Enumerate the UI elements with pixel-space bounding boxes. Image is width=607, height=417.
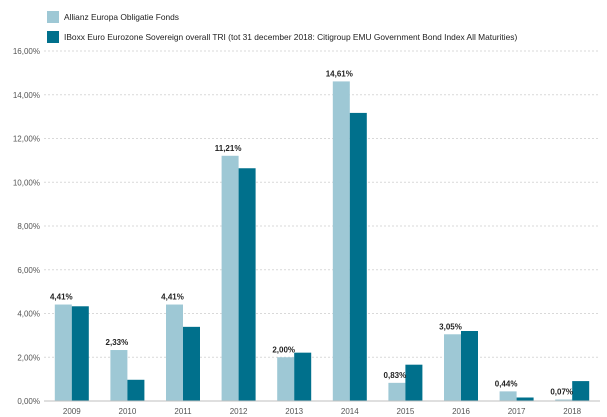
bar-series-1 bbox=[444, 334, 461, 401]
x-tick-label: 2014 bbox=[341, 407, 359, 416]
data-label: 11,21% bbox=[215, 144, 242, 153]
y-tick-label: 6,00% bbox=[17, 266, 40, 275]
bars bbox=[54, 81, 590, 401]
y-tick-label: 2,00% bbox=[17, 353, 40, 362]
legend-entry-series-2: IBoxx Euro Eurozone Sovereign overall TR… bbox=[47, 31, 517, 43]
x-tick-label: 2018 bbox=[563, 407, 581, 416]
bar-series-1 bbox=[166, 304, 183, 401]
y-tick-label: 8,00% bbox=[17, 222, 40, 231]
bar-series-1 bbox=[499, 391, 517, 401]
x-axis-tick-labels: 2009 2010 2011 2012 2013 2014 2015 2016 2017 2018 bbox=[63, 407, 582, 416]
data-label: 3,05% bbox=[439, 322, 462, 331]
legend-swatch-series-1 bbox=[47, 11, 59, 23]
data-label: 14,61% bbox=[326, 69, 353, 78]
data-label: 4,41% bbox=[50, 293, 73, 302]
gridlines bbox=[44, 50, 600, 358]
y-tick-label: 4,00% bbox=[17, 310, 40, 319]
bar-series-1 bbox=[555, 399, 573, 401]
bar-series-2 bbox=[516, 397, 534, 401]
x-tick-label: 2009 bbox=[63, 407, 81, 416]
x-tick-label: 2017 bbox=[508, 407, 526, 416]
bar-series-1 bbox=[277, 357, 295, 401]
bar-series-2 bbox=[238, 168, 256, 401]
bar-series-2 bbox=[572, 381, 590, 401]
x-tick-label: 2015 bbox=[397, 407, 415, 416]
y-tick-label: 10,00% bbox=[13, 178, 40, 187]
y-axis-tick-labels: 0,00% 2,00% 4,00% 6,00% 8,00% 10,00% 12,00% 14,… bbox=[13, 47, 40, 406]
bar-series-1 bbox=[332, 81, 350, 401]
bar-series-1 bbox=[388, 382, 406, 401]
bar-series-2 bbox=[294, 352, 312, 401]
bar-series-1 bbox=[110, 350, 128, 401]
x-tick-label: 2012 bbox=[230, 407, 248, 416]
y-tick-label: 14,00% bbox=[13, 91, 40, 100]
x-tick-label: 2011 bbox=[174, 407, 192, 416]
y-tick-label: 0,00% bbox=[17, 397, 40, 406]
data-label: 4,41% bbox=[161, 293, 184, 302]
bar-series-2 bbox=[461, 331, 478, 401]
x-tick-label: 2016 bbox=[452, 407, 470, 416]
legend: Allianz Europa Obligatie Fonds IBoxx Eur… bbox=[47, 11, 517, 43]
bar-series-1 bbox=[54, 304, 72, 401]
legend-label-series-2: IBoxx Euro Eurozone Sovereign overall TR… bbox=[64, 32, 517, 42]
x-tick-label: 2013 bbox=[285, 407, 303, 416]
data-label: 0,44% bbox=[495, 379, 518, 388]
legend-label-series-1: Allianz Europa Obligatie Fonds bbox=[64, 12, 179, 22]
x-tick-label: 2010 bbox=[119, 407, 137, 416]
bar-series-1 bbox=[221, 155, 239, 401]
y-tick-label: 12,00% bbox=[13, 135, 40, 144]
bar-series-2 bbox=[183, 326, 200, 401]
bar-series-2 bbox=[71, 306, 89, 401]
data-label: 2,00% bbox=[272, 345, 295, 354]
data-labels: 4,41% 2,33% 4,41% 11,21% 2,00% 14,61% 0,83% 3,0… bbox=[50, 69, 573, 396]
bar-series-2 bbox=[127, 379, 145, 401]
bar-series-2 bbox=[405, 364, 423, 401]
data-label: 2,33% bbox=[106, 338, 129, 347]
data-label: 0,07% bbox=[550, 387, 573, 396]
data-label: 0,83% bbox=[384, 371, 407, 380]
y-tick-label: 16,00% bbox=[13, 47, 40, 56]
bar-series-2 bbox=[349, 112, 367, 401]
legend-entry-series-1: Allianz Europa Obligatie Fonds bbox=[47, 11, 179, 23]
legend-swatch-series-2 bbox=[47, 31, 59, 43]
